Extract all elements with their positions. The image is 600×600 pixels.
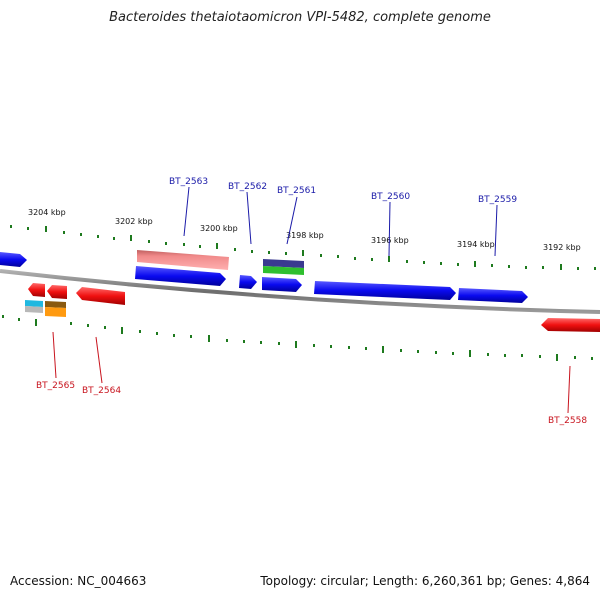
scale-label-3196: 3196 kbp (371, 236, 409, 245)
scale-label-3198: 3198 kbp (286, 231, 324, 240)
gene-label-bt2564[interactable]: BT_2564 (82, 386, 121, 396)
label-leader-lines (52, 186, 571, 414)
gene-label-bt2565[interactable]: BT_2565 (36, 381, 75, 391)
gene-label-bt2562[interactable]: BT_2562 (228, 182, 267, 192)
gene-label-bt2560[interactable]: BT_2560 (371, 192, 410, 202)
gene-block-forward-2[interactable] (262, 277, 302, 292)
scale-label-3194: 3194 kbp (457, 240, 495, 249)
scale-label-3192: 3192 kbp (543, 243, 581, 252)
gene-bt2561-feature[interactable] (263, 259, 304, 275)
gene-bt2565-feature[interactable] (25, 300, 43, 313)
genome-summary: Topology: circular; Length: 6,260,361 bp… (260, 574, 590, 588)
gene-label-bt2563[interactable]: BT_2563 (169, 177, 208, 187)
accession-label: Accession: NC_004663 (10, 574, 147, 588)
gene-label-bt2559[interactable]: BT_2559 (478, 195, 517, 205)
scale-label-3200: 3200 kbp (200, 224, 238, 233)
gene-bt2558-feature[interactable] (541, 318, 600, 332)
gene-orange-feature[interactable] (45, 301, 66, 317)
scale-label-3204: 3204 kbp (28, 208, 66, 217)
genome-title: Bacteroides thetaiotaomicron VPI-5482, c… (109, 10, 491, 25)
gene-label-bt2558[interactable]: BT_2558 (548, 416, 587, 426)
gene-bt2562-feature[interactable] (239, 275, 257, 289)
genome-backbone (0, 269, 600, 314)
gene-bt2564-feature[interactable] (76, 287, 125, 305)
upper-tick-ring (10, 225, 596, 270)
gene-block-forward-1[interactable] (135, 266, 226, 286)
gene-bt2559-feature[interactable] (458, 288, 528, 303)
gene-label-bt2561[interactable]: BT_2561 (277, 186, 316, 196)
gene-bt2563-feature[interactable] (137, 250, 229, 270)
scale-label-3202: 3202 kbp (115, 217, 153, 226)
gene-bt2560-feature[interactable] (314, 281, 456, 300)
gene-reverse-small-1[interactable] (28, 283, 45, 297)
gene-reverse-small-2[interactable] (47, 285, 67, 299)
forward-gene-left-edge[interactable] (0, 252, 27, 267)
lower-tick-ring (2, 315, 593, 361)
